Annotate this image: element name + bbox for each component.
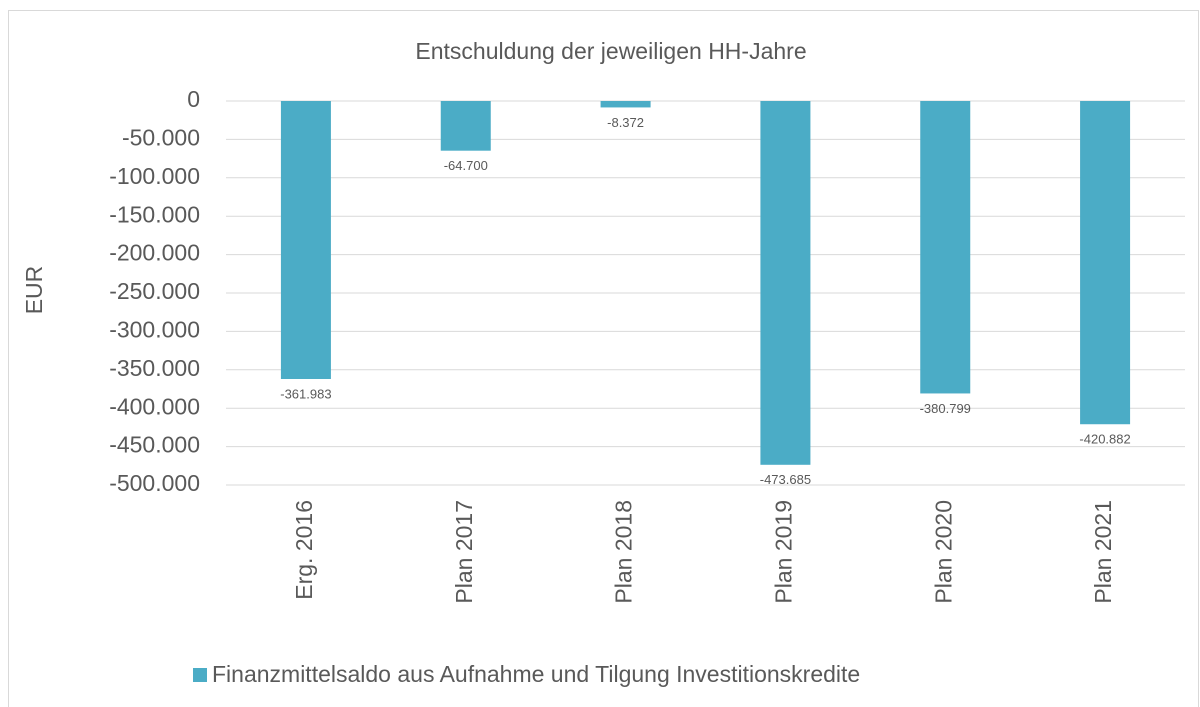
chart-title: Entschuldung der jeweiligen HH-Jahre [415,38,806,64]
bar [1080,101,1131,425]
chart-frame [8,10,1199,707]
x-tick-label: Plan 2018 [611,500,637,604]
x-tick-label: Plan 2021 [1090,500,1116,604]
y-tick-label: -300.000 [109,316,200,342]
y-tick-label: -50.000 [122,124,200,150]
y-tick-label: -500.000 [109,470,200,496]
legend-swatch [193,668,207,682]
data-label: -64.700 [444,158,488,173]
y-axis-label: EUR [21,266,47,315]
y-tick-label: -400.000 [109,393,200,419]
legend-label: Finanzmittelsaldo aus Aufnahme und Tilgu… [212,661,860,687]
y-tick-label: -100.000 [109,163,200,189]
x-tick-label: Erg. 2016 [291,500,317,600]
y-tick-label: -150.000 [109,201,200,227]
data-label: -8.372 [607,115,644,130]
data-label: -361.983 [280,386,331,401]
y-tick-label: -250.000 [109,278,200,304]
bar [440,101,491,151]
y-tick-label: -200.000 [109,240,200,266]
bar [280,101,331,380]
data-label: -380.799 [920,401,971,416]
bar [920,101,971,394]
data-label: -473.685 [760,472,811,487]
bar [600,101,651,108]
x-tick-label: Plan 2017 [451,500,477,604]
y-tick-label: -450.000 [109,432,200,458]
bar [760,101,811,465]
x-tick-label: Plan 2019 [770,500,796,604]
x-tick-label: Plan 2020 [930,500,956,604]
data-label: -420.882 [1079,432,1130,447]
y-tick-label: 0 [187,86,200,112]
y-tick-label: -350.000 [109,355,200,381]
